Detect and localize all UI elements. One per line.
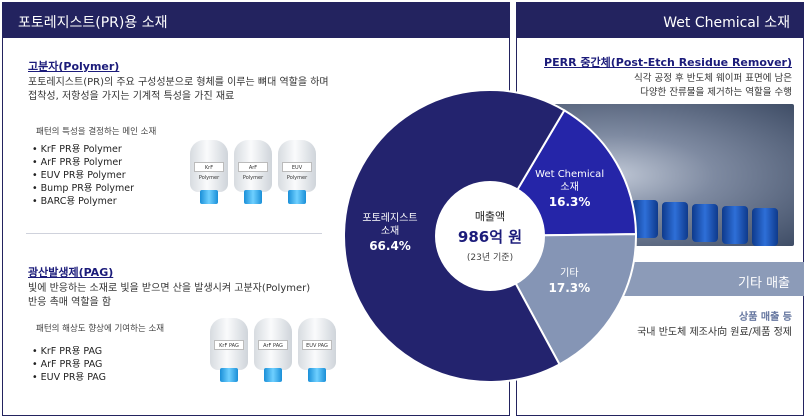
bottle-label: KrF PAG <box>214 340 244 350</box>
bottle-image: EUV Polymer <box>278 140 316 206</box>
polymer-sub: 패턴의 특성을 결정하는 메인 소재 <box>36 127 157 137</box>
slice-value-label: 17.3% <box>549 281 591 295</box>
bottle-image: ArF Polymer <box>234 140 272 206</box>
slice-value-label: 16.3% <box>549 195 591 209</box>
bottle-image: KrF PAG <box>210 318 248 384</box>
center-value: 986억 원 <box>458 228 522 246</box>
slice-value-label: 66.4% <box>369 239 411 253</box>
slice-name-label: 기타 <box>560 267 578 279</box>
drum-shape <box>722 206 748 244</box>
drum-shape <box>752 208 778 246</box>
pag-bottles: KrF PAG ArF PAG EUV PAG <box>210 318 336 384</box>
bottle-image: EUV PAG <box>298 318 336 384</box>
list-item: KrF PR용 PAG <box>32 345 106 358</box>
pr-materials-header: 포토레지스트(PR)용 소재 <box>2 2 510 38</box>
sales-pie-chart: 매출액 986억 원 (23년 기준) Wet Chemical소재16.3%기… <box>343 89 638 383</box>
perr-desc-2: 다양한 잔류물을 제거하는 역할을 수행 <box>640 87 792 98</box>
list-item: EUV PR용 Polymer <box>32 169 134 182</box>
pie-center-hole <box>435 181 545 291</box>
pag-list: KrF PR용 PAG ArF PR용 PAG EUV PR용 PAG <box>32 345 106 384</box>
section-divider <box>26 233 322 234</box>
list-item: Bump PR용 Polymer <box>32 182 134 195</box>
polymer-title: 고분자(Polymer) <box>28 60 120 73</box>
pag-desc-1: 빛에 반응하는 소재로 빛을 받으면 산을 발생시켜 고분자(Polymer) <box>28 283 311 294</box>
drum-shape <box>662 202 688 240</box>
list-item: BARC용 Polymer <box>32 195 134 208</box>
bottle-label: ArF PAG <box>258 340 288 350</box>
bottle-label: EUV PAG <box>302 340 332 350</box>
list-item: ArF PR용 PAG <box>32 358 106 371</box>
other-sales-subtitle: 상품 매출 등 <box>739 312 792 323</box>
bottle-image: KrF Polymer <box>190 140 228 206</box>
polymer-bottles: KrF Polymer ArF Polymer EUV Polymer <box>190 140 316 206</box>
polymer-desc-1: 포토레지스트(PR)의 주요 구성성분으로 형체를 이루는 뼈대 역할을 하며 <box>28 77 329 88</box>
perr-title: PERR 중간체(Post-Etch Residue Remover) <box>544 56 792 69</box>
wet-chemical-header: Wet Chemical 소재 <box>516 2 804 38</box>
center-title: 매출액 <box>475 210 505 223</box>
slice-name-label: 소재 <box>560 181 578 193</box>
pag-title: 광산발생제(PAG) <box>28 266 114 279</box>
slice-name-label: 소재 <box>381 225 399 237</box>
pag-sub: 패턴의 해상도 향상에 기여하는 소재 <box>36 324 165 334</box>
bottle-image: ArF PAG <box>254 318 292 384</box>
polymer-desc-2: 접착성, 저항성을 가지는 기계적 특성을 가진 재료 <box>28 91 235 102</box>
center-note: (23년 기준) <box>467 252 513 263</box>
slice-name-label: Wet Chemical <box>535 169 604 180</box>
other-sales-desc: 국내 반도체 제조사向 원료/제품 정제 <box>637 327 792 338</box>
bottle-label: EUV Polymer <box>282 162 312 181</box>
list-item: EUV PR용 PAG <box>32 371 106 384</box>
perr-desc-1: 식각 공정 후 반도체 웨이퍼 표면에 남은 <box>634 73 792 84</box>
slice-name-label: 포토레지스트 <box>362 212 417 224</box>
drum-shape <box>692 204 718 242</box>
bottle-label: ArF Polymer <box>238 162 268 181</box>
list-item: KrF PR용 Polymer <box>32 143 134 156</box>
pag-desc-2: 반응 촉매 역할을 함 <box>28 297 112 308</box>
list-item: ArF PR용 Polymer <box>32 156 134 169</box>
polymer-list: KrF PR용 Polymer ArF PR용 Polymer EUV PR용 … <box>32 143 134 208</box>
bottle-label: KrF Polymer <box>194 162 224 181</box>
